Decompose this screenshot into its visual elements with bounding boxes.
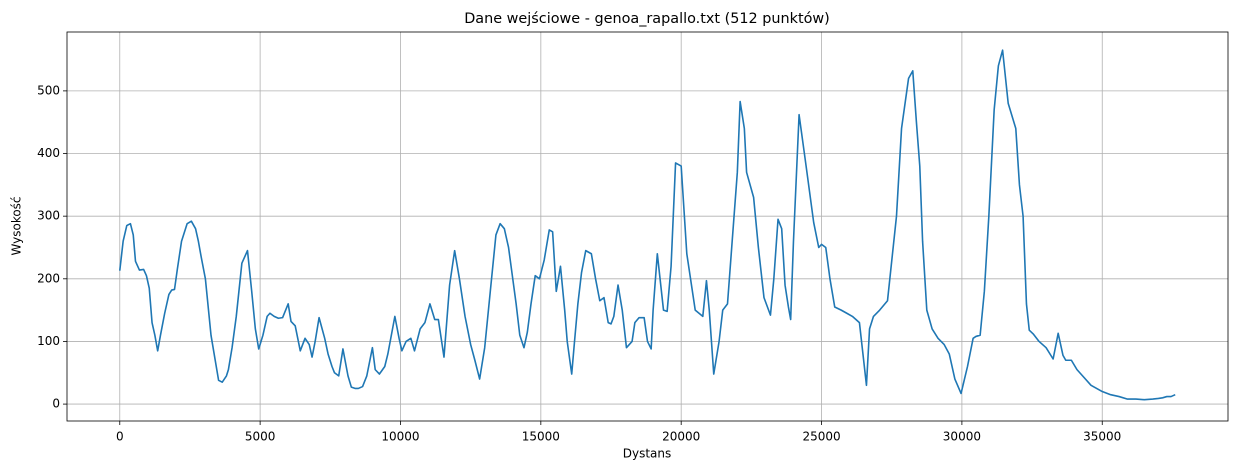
y-tick-label: 0	[52, 397, 60, 411]
x-tick-label: 25000	[802, 430, 840, 444]
x-tick-label: 10000	[381, 430, 419, 444]
x-tick-label: 30000	[943, 430, 981, 444]
y-tick-label: 300	[37, 209, 60, 223]
y-tick-label: 200	[37, 271, 60, 285]
x-tick-label: 15000	[522, 430, 560, 444]
x-tick-label: 20000	[662, 430, 700, 444]
data-line	[118, 49, 1176, 401]
x-tick-label: 0	[116, 430, 124, 444]
x-tick-label: 5000	[245, 430, 276, 444]
y-tick-label: 400	[37, 146, 60, 160]
plot-frame	[66, 31, 1229, 422]
y-axis-label: Wysokość	[10, 196, 24, 255]
x-tick-label: 35000	[1083, 430, 1121, 444]
x-axis-label: Dystans	[623, 447, 672, 461]
y-tick-label: 500	[37, 83, 60, 97]
y-tick-label: 100	[37, 334, 60, 348]
chart-title: Dane wejściowe - genoa_rapallo.txt (512 …	[464, 11, 830, 27]
